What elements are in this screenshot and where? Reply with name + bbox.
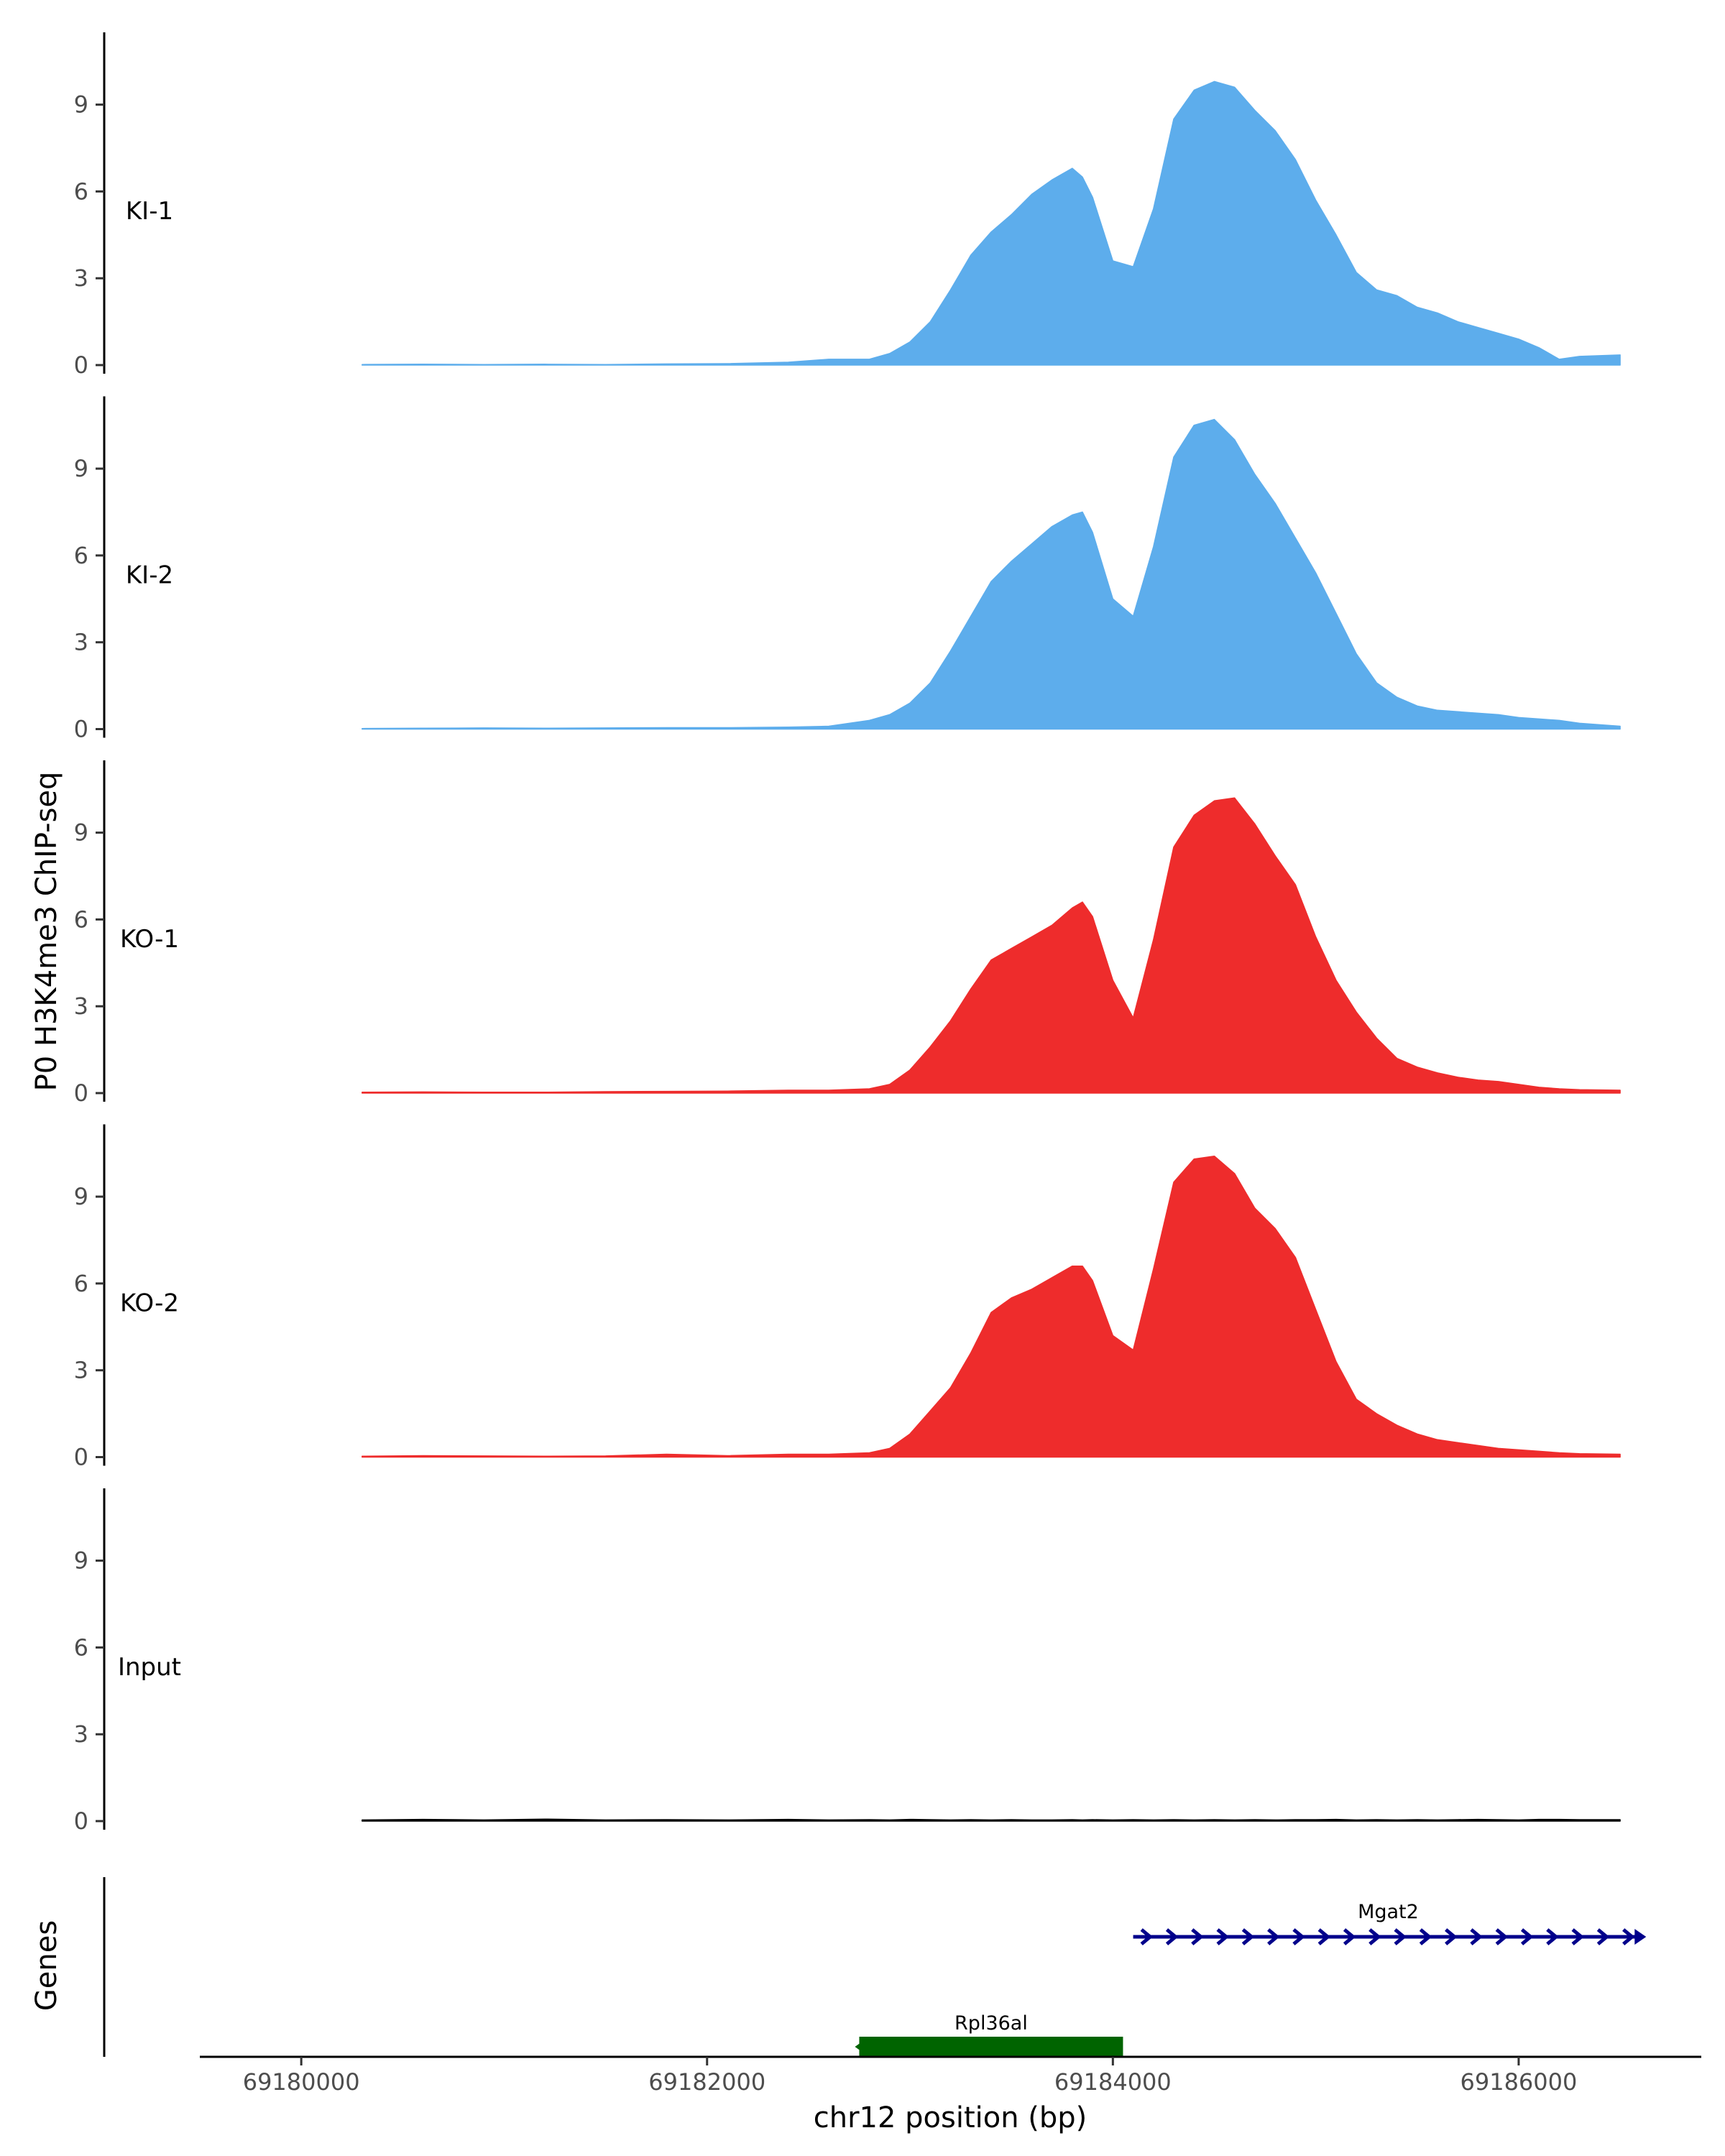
y-tick-label: 3 bbox=[74, 1357, 88, 1384]
y-tick-label: 3 bbox=[74, 629, 88, 656]
y-tick-label: 0 bbox=[74, 716, 88, 743]
gene-rpl36al-label: Rpl36al bbox=[954, 2012, 1028, 2035]
y-tick-label: 9 bbox=[74, 1547, 88, 1575]
y-tick-label: 6 bbox=[74, 1270, 88, 1297]
gene-strand-arrow bbox=[1191, 1928, 1204, 1945]
signal-area-ki-1 bbox=[362, 80, 1621, 366]
gene-strand-arrow bbox=[1368, 1928, 1381, 1945]
y-tick-label: 9 bbox=[74, 91, 88, 119]
y-tick-label: 6 bbox=[74, 1634, 88, 1661]
gene-strand-arrow bbox=[1140, 1928, 1154, 1945]
track-label: KI-2 bbox=[126, 561, 173, 590]
y-tick-label: 9 bbox=[74, 819, 88, 847]
x-tick-label: 69186000 bbox=[1460, 2068, 1577, 2096]
gene-strand-arrow bbox=[1267, 1928, 1280, 1945]
gene-strand-arrow bbox=[1317, 1928, 1331, 1945]
gene-strand-arrow bbox=[1419, 1928, 1432, 1945]
x-axis: chr12 position (bp) 69180000 69182000 6918… bbox=[200, 2055, 1701, 2134]
gene-strand-arrow bbox=[1596, 1928, 1610, 1945]
y-axis-title: P0 H3K4me3 ChIP-seq bbox=[30, 772, 63, 1092]
track-label: KO-1 bbox=[120, 925, 179, 954]
y-tick-label: 0 bbox=[74, 1444, 88, 1471]
gene-strand-arrow bbox=[1571, 1928, 1584, 1945]
gene-strand-arrow bbox=[1343, 1928, 1356, 1945]
track-ko-1: 0 3 6 9 KO-1 bbox=[74, 760, 1621, 1107]
y-tick-label: 3 bbox=[74, 264, 88, 292]
y-tick-label: 6 bbox=[74, 542, 88, 569]
track-label: Input bbox=[118, 1653, 181, 1682]
x-tick-label: 69182000 bbox=[648, 2068, 765, 2096]
track-label: KI-1 bbox=[126, 197, 173, 226]
y-tick-label: 9 bbox=[74, 1183, 88, 1210]
gene-strand-arrow bbox=[1470, 1928, 1483, 1945]
gene-rpl36al-body bbox=[859, 2037, 1123, 2057]
track-ko-2: 0 3 6 9 KO-2 bbox=[74, 1124, 1621, 1471]
gene-strand-arrow bbox=[1394, 1928, 1407, 1945]
y-tick-label: 6 bbox=[74, 906, 88, 933]
x-tick-label: 69180000 bbox=[243, 2068, 360, 2096]
signal-area-ki-2 bbox=[362, 418, 1621, 730]
gene-track: Genes Rpl36al Mgat2 bbox=[30, 1877, 1647, 2057]
gene-strand-arrow bbox=[1622, 1928, 1635, 1945]
gene-strand-arrow bbox=[1216, 1928, 1229, 1945]
track-panels: 0 3 6 9 KI-1 0 3 6 9 KI-2 0 3 6 9 KO-1 0 3 6 9 KO-2 0 3 6 9 Inpu… bbox=[74, 32, 1621, 1835]
y-tick-label: 3 bbox=[74, 1720, 88, 1748]
gene-strand-arrow bbox=[1546, 1928, 1559, 1945]
x-axis-title: chr12 position (bp) bbox=[814, 2101, 1087, 2134]
genes-axis-label: Genes bbox=[30, 1920, 63, 2011]
y-tick-label: 0 bbox=[74, 1807, 88, 1835]
track-ki-2: 0 3 6 9 KI-2 bbox=[74, 396, 1621, 743]
gene-end-arrow bbox=[1634, 1929, 1647, 1945]
gene-mgat2-label: Mgat2 bbox=[1358, 1901, 1419, 1923]
y-tick-label: 0 bbox=[74, 1079, 88, 1107]
gene-strand-arrow bbox=[1495, 1928, 1509, 1945]
y-tick-label: 3 bbox=[74, 992, 88, 1020]
x-tick-label: 69184000 bbox=[1054, 2068, 1172, 2096]
y-tick-label: 9 bbox=[74, 455, 88, 482]
gene-strand-arrow bbox=[1292, 1928, 1305, 1945]
signal-area-ko-1 bbox=[362, 797, 1621, 1094]
track-label: KO-2 bbox=[120, 1289, 179, 1318]
track-ki-1: 0 3 6 9 KI-1 bbox=[74, 32, 1621, 379]
gene-strand-arrow bbox=[1241, 1928, 1255, 1945]
gene-strand-arrow bbox=[1520, 1928, 1534, 1945]
gene-strand-arrow bbox=[855, 2040, 865, 2054]
track-input: 0 3 6 9 Input bbox=[74, 1488, 1621, 1835]
signal-area-ko-2 bbox=[362, 1155, 1621, 1458]
signal-area-input bbox=[362, 1818, 1621, 1822]
y-tick-label: 6 bbox=[74, 178, 88, 205]
y-tick-label: 0 bbox=[74, 351, 88, 379]
gene-strand-arrow bbox=[1445, 1928, 1458, 1945]
gene-strand-arrow bbox=[1165, 1928, 1179, 1945]
